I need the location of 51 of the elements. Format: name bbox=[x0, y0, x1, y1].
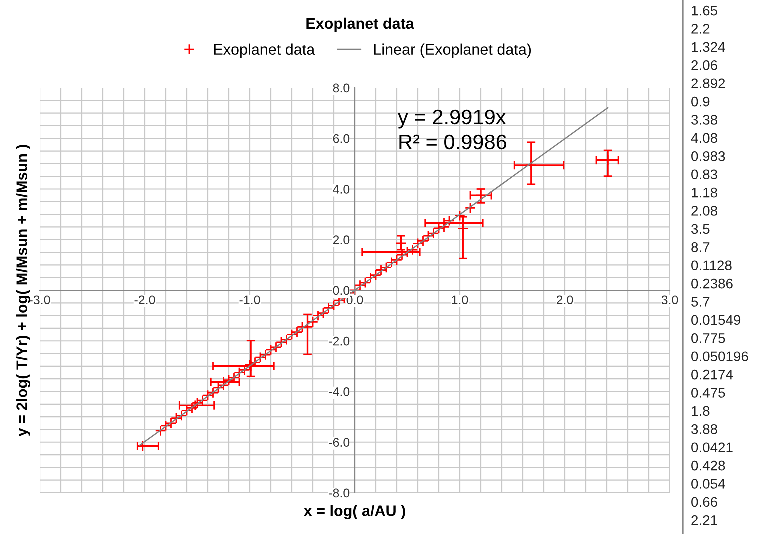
y-tick-label: 4.0 bbox=[333, 185, 350, 194]
text: 0.1128 bbox=[692, 260, 732, 271]
x-tick-label: 1.0 bbox=[452, 296, 468, 305]
y-tick-label: -2.0 bbox=[329, 336, 350, 346]
text: 0.0421 bbox=[692, 442, 733, 453]
annotation: R² = 0.9986 bbox=[400, 134, 507, 150]
text: 0.01549 bbox=[692, 315, 741, 326]
y-tick-label: -6.0 bbox=[329, 438, 350, 448]
text: 1.65 bbox=[692, 6, 718, 16]
text: 0.475 bbox=[692, 388, 726, 398]
x-tick-label: -2.0 bbox=[134, 296, 156, 305]
y-tick-label: -4.0 bbox=[329, 388, 350, 396]
text: 0.775 bbox=[692, 333, 726, 344]
x-tick-label: 2.0 bbox=[556, 296, 574, 305]
text: 3.38 bbox=[692, 115, 718, 125]
text: 0.054 bbox=[692, 479, 726, 489]
text: 2.892 bbox=[692, 78, 726, 89]
text: 2.06 bbox=[692, 60, 718, 70]
text: 2.21 bbox=[692, 515, 718, 526]
text: 0.83 bbox=[692, 170, 718, 180]
x-tick-label: 3.0 bbox=[662, 296, 678, 305]
text: 0.2386 bbox=[692, 278, 733, 289]
text: 0.050196 bbox=[692, 352, 748, 362]
y-tick-label: -8.0 bbox=[329, 488, 350, 498]
text: 3.88 bbox=[692, 424, 718, 434]
y-axis-title: y = 2log( T/Yr) + log( M/Msun + m/Msun ) bbox=[16, 145, 31, 437]
text: 0.9 bbox=[692, 96, 710, 107]
text: 0.428 bbox=[692, 460, 726, 471]
x-tick-label: -3.0 bbox=[30, 296, 50, 305]
x-axis-title: x = log( a/AU ) bbox=[304, 505, 406, 520]
legend-label: Exoplanet data bbox=[214, 44, 316, 58]
y-tick-label: 6.0 bbox=[333, 134, 350, 144]
text: 2.08 bbox=[692, 206, 718, 216]
text: 1.324 bbox=[692, 42, 726, 52]
legend-label: Linear (Exoplanet data) bbox=[374, 44, 532, 58]
text: 5.7 bbox=[692, 297, 710, 307]
text: 1.18 bbox=[692, 188, 718, 198]
text: 4.08 bbox=[691, 133, 718, 144]
text: 1.8 bbox=[692, 406, 710, 416]
text: 8.7 bbox=[692, 242, 710, 252]
text: 0.2174 bbox=[692, 370, 734, 380]
y-tick-label: 8.0 bbox=[333, 84, 350, 93]
annotation: y = 2.9919x bbox=[398, 110, 506, 129]
y-tick-label: 2.0 bbox=[333, 236, 350, 245]
text: 3.5 bbox=[692, 224, 710, 234]
y-tick-label: 0.0 bbox=[333, 286, 350, 296]
text: 0.66 bbox=[692, 497, 718, 508]
text: 0.983 bbox=[692, 151, 726, 162]
chart-title: Exoplanet data bbox=[306, 18, 414, 32]
text: 2.2 bbox=[692, 24, 710, 34]
x-tick-label: -1.0 bbox=[240, 296, 260, 305]
